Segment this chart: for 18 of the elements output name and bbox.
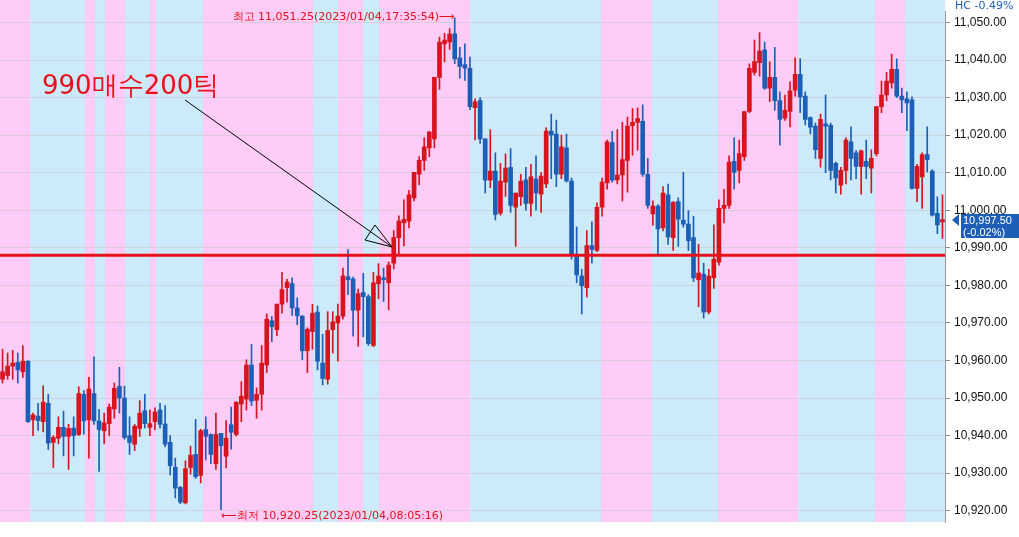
y-tick-label: 10,970.00 — [954, 315, 1008, 330]
candlestick — [25, 360, 31, 423]
y-tick-label: 10,980.00 — [954, 277, 1008, 292]
text: HC -0.49% — [955, 0, 1014, 13]
y-tick-label: 11,030.00 — [954, 89, 1007, 104]
y-tick-label: 11,050.00 — [954, 14, 1007, 29]
y-tick-label: 10,930.00 — [954, 465, 1008, 480]
y-tick-label: 10,940.00 — [954, 427, 1008, 442]
annotation: ⟵최저 10,920.25(2023/01/04,08:05:16) — [221, 508, 444, 522]
y-tick-label: 10,950.00 — [954, 390, 1008, 405]
y-tick-label: 11,040.00 — [954, 52, 1007, 67]
y-tick-label: 10,920.00 — [954, 503, 1008, 518]
y-tick-label: 10,960.00 — [954, 352, 1008, 367]
y-tick-label: 10,990.00 — [954, 240, 1008, 255]
y-tick-label: 11,020.00 — [954, 127, 1007, 142]
y-tick-label: 11,010.00 — [954, 165, 1007, 180]
annotation: 990매수200틱 — [42, 69, 220, 100]
annotation: 최고 11,051.25(2023/01/04,17:35:54)⟶ — [232, 9, 455, 23]
